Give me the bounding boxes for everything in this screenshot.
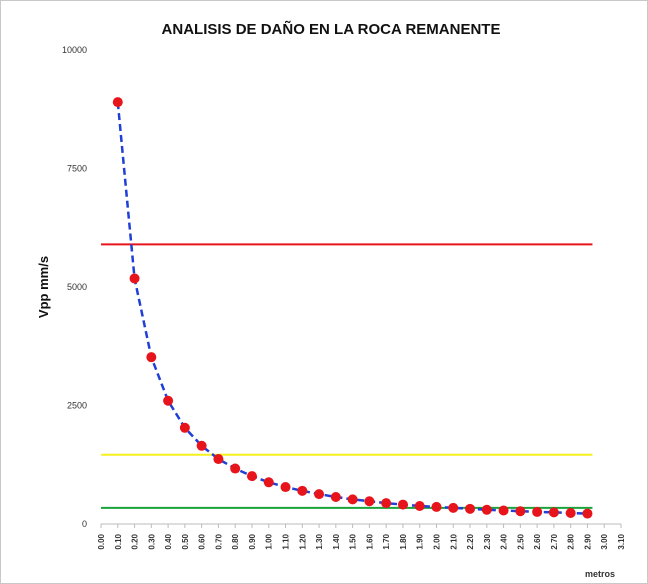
x-tick-label: 2.80 <box>567 533 576 549</box>
x-tick-label: 3.00 <box>600 533 609 549</box>
x-tick-label: 1.50 <box>349 533 358 549</box>
data-point <box>213 454 224 465</box>
y-tick-label: 2500 <box>67 401 87 411</box>
data-point <box>179 422 190 433</box>
x-tick-label: 0.60 <box>198 533 207 549</box>
x-tick-label: 2.20 <box>466 533 475 549</box>
data-point <box>129 273 140 284</box>
y-tick-label: 5000 <box>67 282 87 292</box>
x-tick-label: 1.10 <box>282 533 291 549</box>
x-tick-label: 1.30 <box>315 533 324 549</box>
data-point <box>515 506 526 517</box>
data-point <box>330 491 341 502</box>
data-point <box>230 463 241 474</box>
x-tick-label: 1.40 <box>332 533 341 549</box>
x-tick-label: 0.00 <box>97 533 106 549</box>
x-tick-label: 0.10 <box>114 533 123 549</box>
data-point <box>280 482 291 493</box>
data-point <box>431 501 442 512</box>
x-axis-label: metros <box>585 569 615 579</box>
y-tick-label: 0 <box>82 519 87 529</box>
data-point <box>582 508 593 519</box>
chart-title: ANALISIS DE DAÑO EN LA ROCA REMANENTE <box>162 20 501 38</box>
data-point <box>364 496 375 507</box>
x-tick-label: 1.70 <box>382 533 391 549</box>
data-point <box>163 395 174 406</box>
data-point <box>112 97 123 108</box>
y-axis-label: Vpp mm/s <box>36 256 51 318</box>
data-point <box>414 500 425 511</box>
x-tick-label: 0.80 <box>231 533 240 549</box>
data-point <box>481 504 492 515</box>
x-tick-label: 2.10 <box>449 533 458 549</box>
x-tick-label: 1.20 <box>298 533 307 549</box>
x-tick-label: 2.70 <box>550 533 559 549</box>
data-point <box>532 506 543 517</box>
x-tick-label: 1.00 <box>265 533 274 549</box>
x-tick-label: 0.70 <box>214 533 223 549</box>
data-point <box>381 498 392 509</box>
x-tick-label: 1.80 <box>399 533 408 549</box>
x-tick-label: 1.90 <box>416 533 425 549</box>
x-tick-label: 0.30 <box>147 533 156 549</box>
data-point <box>465 503 476 514</box>
data-point <box>498 505 509 516</box>
x-tick-label: 0.40 <box>164 533 173 549</box>
x-tick-label: 0.50 <box>181 533 190 549</box>
x-tick-label: 2.00 <box>432 533 441 549</box>
data-point <box>448 502 459 513</box>
x-tick-label: 2.30 <box>483 533 492 549</box>
x-tick-label: 2.50 <box>516 533 525 549</box>
x-tick-label: 1.60 <box>365 533 374 549</box>
x-tick-label: 0.20 <box>131 533 140 549</box>
x-tick-label: 2.90 <box>583 533 592 549</box>
data-point <box>397 499 408 510</box>
data-point <box>565 508 576 519</box>
x-tick-label: 0.90 <box>248 533 257 549</box>
x-tick-label: 2.40 <box>500 533 509 549</box>
data-point <box>548 507 559 518</box>
data-point <box>347 494 358 505</box>
data-point <box>297 485 308 496</box>
data-point <box>314 489 325 500</box>
data-point <box>263 477 274 488</box>
y-tick-label: 7500 <box>67 164 87 174</box>
y-tick-label: 10000 <box>62 45 87 55</box>
x-tick-label: 3.10 <box>617 533 626 549</box>
data-point <box>146 352 157 363</box>
x-tick-label: 2.60 <box>533 533 542 549</box>
data-point <box>246 471 257 482</box>
data-point <box>196 440 207 451</box>
